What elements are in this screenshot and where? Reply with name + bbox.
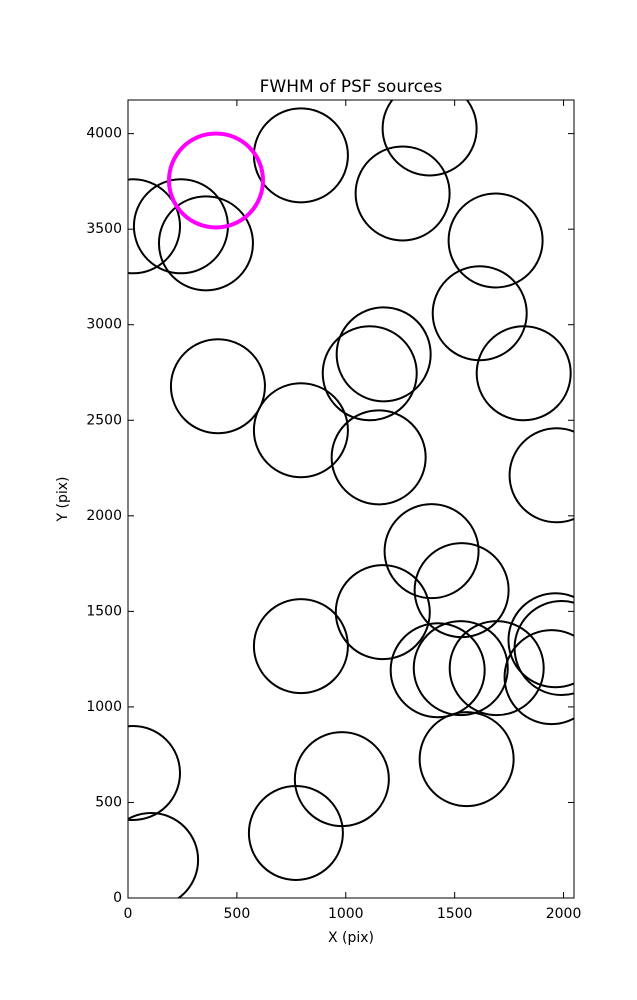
y-tick-label: 1500 bbox=[86, 603, 122, 619]
x-tick-label: 500 bbox=[224, 906, 251, 922]
source-circle bbox=[508, 427, 574, 524]
x-tick-label: 1500 bbox=[437, 906, 473, 922]
x-tick-label: 1000 bbox=[328, 906, 364, 922]
source-circle bbox=[252, 107, 349, 204]
source-circle bbox=[412, 620, 509, 717]
source-circle bbox=[475, 325, 572, 422]
x-tick-label: 2000 bbox=[546, 906, 582, 922]
source-circle bbox=[354, 145, 451, 242]
source-circle bbox=[513, 600, 574, 697]
source-circle bbox=[293, 731, 390, 828]
y-tick-label: 2500 bbox=[86, 412, 122, 428]
y-tick-label: 0 bbox=[113, 890, 122, 906]
axes-frame bbox=[127, 99, 575, 899]
source-circle bbox=[166, 131, 265, 230]
y-tick-label: 1000 bbox=[86, 699, 122, 715]
source-circle bbox=[383, 503, 480, 600]
source-circle bbox=[252, 382, 349, 479]
source-circle bbox=[418, 711, 515, 808]
source-circle bbox=[381, 100, 478, 177]
source-circle bbox=[447, 192, 544, 289]
plot-area bbox=[128, 100, 574, 898]
source-circle bbox=[335, 306, 432, 403]
source-circle bbox=[169, 338, 266, 435]
source-circle bbox=[507, 592, 574, 689]
source-circle bbox=[247, 785, 344, 882]
source-circle bbox=[128, 178, 181, 275]
source-circle bbox=[252, 598, 349, 695]
y-tick-label: 500 bbox=[95, 794, 122, 810]
x-axis-label: X (pix) bbox=[328, 930, 374, 946]
y-tick-label: 3000 bbox=[86, 317, 122, 333]
source-circle bbox=[128, 725, 181, 822]
y-tick-label: 4000 bbox=[86, 126, 122, 142]
source-circle bbox=[321, 325, 418, 422]
source-circle bbox=[448, 620, 545, 717]
source-circle bbox=[431, 265, 528, 362]
x-tick-label: 0 bbox=[124, 906, 133, 922]
source-circle bbox=[503, 629, 574, 726]
chart-title: FWHM of PSF sources bbox=[260, 77, 443, 97]
source-circle bbox=[330, 409, 427, 506]
source-circle bbox=[157, 195, 254, 292]
y-tick-label: 3500 bbox=[86, 221, 122, 237]
source-circle bbox=[334, 564, 431, 661]
source-circle bbox=[128, 811, 200, 898]
y-tick-label: 2000 bbox=[86, 508, 122, 524]
source-circle bbox=[389, 622, 486, 719]
y-axis-label: Y (pix) bbox=[55, 477, 71, 523]
